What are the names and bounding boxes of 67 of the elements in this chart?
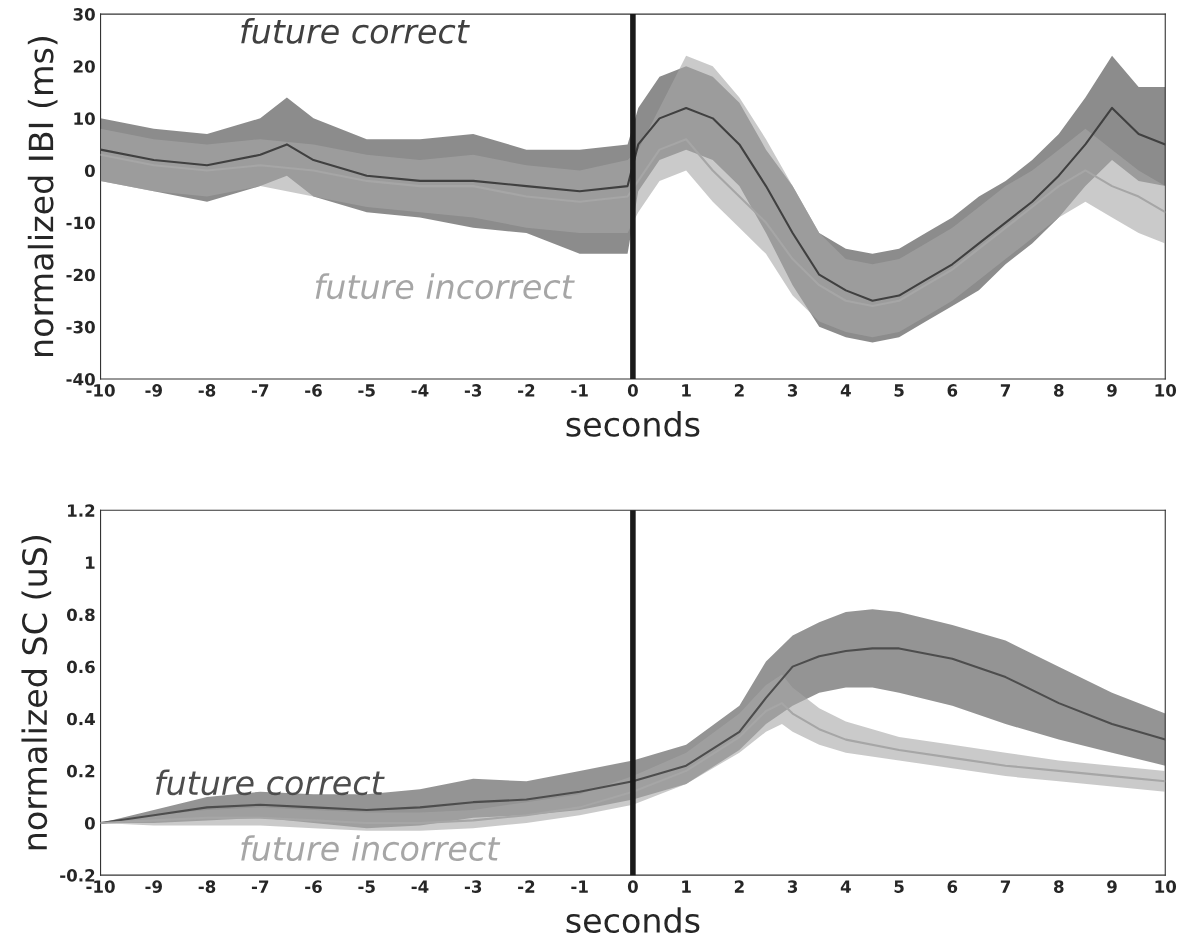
x-tick-label: -3 — [464, 880, 482, 893]
x-tick-label: 3 — [787, 384, 798, 397]
y-tick-label: 0 — [84, 816, 95, 830]
y-axis-title: normalized SC (uS) — [21, 536, 52, 850]
x-tick-label: 10 — [1155, 880, 1177, 893]
line-series — [100, 702, 1166, 825]
x-tick-label: 5 — [894, 880, 904, 893]
x-axis-title: seconds — [566, 907, 700, 934]
y-tick-label: 0 — [84, 164, 95, 178]
series-label: future incorrect — [241, 835, 501, 862]
y-tick-label: 0.4 — [66, 712, 95, 726]
x-tick-label: -7 — [251, 384, 269, 397]
x-tick-label: 1 — [682, 880, 691, 893]
y-tick-label: 30 — [73, 8, 95, 21]
x-tick-label: -2 — [518, 880, 535, 893]
x-tick-label: 0 — [627, 880, 638, 893]
x-tick-label: -9 — [145, 880, 162, 893]
text: future correct — [241, 17, 470, 44]
x-tick-label: -4 — [411, 880, 429, 893]
text: future incorrect — [315, 273, 575, 300]
y-tick-label: 0.8 — [66, 608, 95, 622]
x-tick-label: -8 — [198, 384, 216, 397]
x-tick-label: 7 — [1000, 880, 1011, 893]
y-axis-title: normalized IBI (ms) — [27, 37, 58, 356]
x-axis-title: seconds — [566, 411, 700, 437]
line-series — [100, 138, 1166, 308]
y-tick-label: 0.6 — [66, 660, 95, 674]
y-tick-label: 0.2 — [66, 764, 95, 778]
x-tick-label: 2 — [734, 384, 744, 397]
x-tick-label: 6 — [947, 384, 958, 397]
x-tick-label: 8 — [1054, 880, 1064, 893]
x-tick-label: 1 — [682, 384, 691, 397]
y-tick-label: 1.2 — [68, 504, 95, 517]
x-tick-label: -3 — [464, 384, 482, 397]
x-tick-label: 10 — [1155, 384, 1177, 397]
y-tick-label: -30 — [66, 320, 95, 334]
line-series — [100, 106, 1166, 302]
x-tick-label: 4 — [840, 384, 851, 397]
x-tick-label: -1 — [571, 384, 588, 397]
x-tick-label: -6 — [305, 880, 322, 893]
x-tick-label: 4 — [840, 880, 851, 893]
x-tick-label: -6 — [305, 384, 322, 397]
x-tick-label: 3 — [787, 880, 798, 893]
x-tick-label: -4 — [411, 384, 429, 397]
x-tick-label: -2 — [518, 384, 535, 397]
x-tick-label: 9 — [1107, 384, 1117, 397]
y-tick-label: -20 — [66, 268, 95, 282]
x-tick-label: 8 — [1054, 384, 1064, 397]
x-tick-label: 5 — [894, 384, 904, 397]
y-tick-label: 10 — [74, 112, 95, 125]
y-tick-label: 20 — [73, 60, 95, 73]
y-tick-label: -10 — [66, 216, 95, 230]
y-tick-label: -40 — [66, 372, 95, 386]
x-tick-label: 6 — [947, 880, 958, 893]
x-tick-label: 7 — [1000, 384, 1011, 397]
x-tick-label: -9 — [145, 384, 162, 397]
x-tick-label: -5 — [358, 880, 375, 893]
x-tick-label: -7 — [251, 880, 269, 893]
x-tick-label: -1 — [571, 880, 588, 893]
y-tick-label: 1 — [85, 556, 95, 569]
x-tick-label: 0 — [627, 384, 638, 397]
y-tick-label: -0.2 — [60, 869, 95, 882]
series-label: future correct — [156, 769, 385, 796]
x-tick-label: 9 — [1107, 880, 1117, 893]
x-tick-label: -5 — [358, 384, 375, 397]
x-tick-label: -8 — [198, 880, 216, 893]
x-tick-label: 2 — [734, 880, 744, 893]
